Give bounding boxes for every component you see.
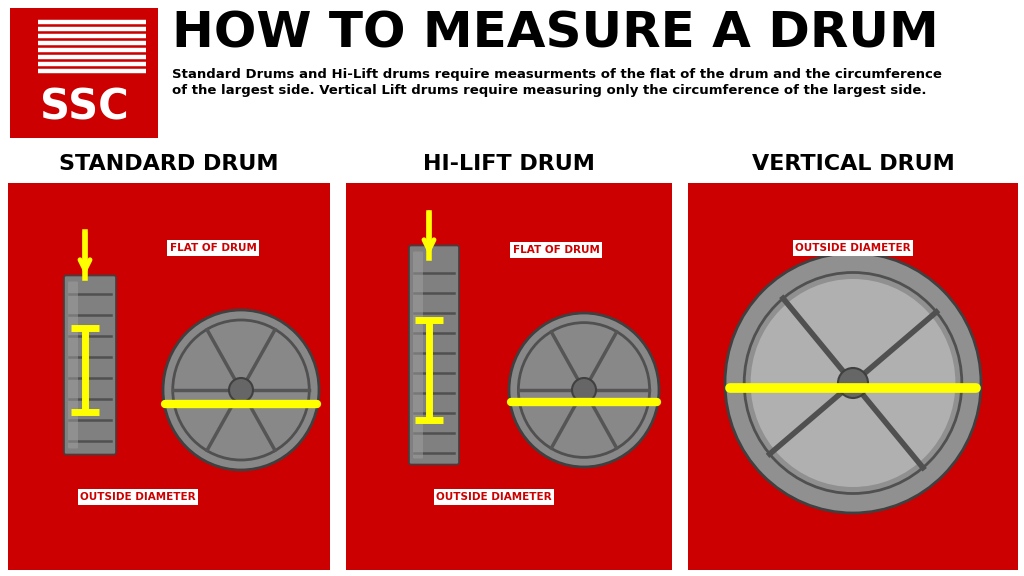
FancyBboxPatch shape <box>409 245 459 464</box>
Text: OUTSIDE DIAMETER: OUTSIDE DIAMETER <box>796 243 910 253</box>
Ellipse shape <box>838 368 868 398</box>
Ellipse shape <box>163 310 319 470</box>
Ellipse shape <box>751 279 955 487</box>
Ellipse shape <box>509 313 659 467</box>
Text: HI-LIFT DRUM: HI-LIFT DRUM <box>423 154 595 174</box>
FancyBboxPatch shape <box>346 183 672 570</box>
FancyBboxPatch shape <box>688 183 1018 570</box>
Text: OUTSIDE DIAMETER: OUTSIDE DIAMETER <box>436 492 552 502</box>
FancyBboxPatch shape <box>10 8 158 138</box>
Text: FLAT OF DRUM: FLAT OF DRUM <box>170 243 256 253</box>
Text: SSC: SSC <box>40 87 128 129</box>
Text: OUTSIDE DIAMETER: OUTSIDE DIAMETER <box>80 492 196 502</box>
Ellipse shape <box>725 253 981 513</box>
Text: VERTICAL DRUM: VERTICAL DRUM <box>752 154 954 174</box>
Ellipse shape <box>229 378 253 402</box>
FancyBboxPatch shape <box>68 282 78 449</box>
Text: FLAT OF DRUM: FLAT OF DRUM <box>513 245 599 255</box>
Text: HOW TO MEASURE A DRUM: HOW TO MEASURE A DRUM <box>172 10 939 58</box>
FancyBboxPatch shape <box>8 183 330 570</box>
Text: of the largest side. Vertical Lift drums require measuring only the circumferenc: of the largest side. Vertical Lift drums… <box>172 84 927 97</box>
Ellipse shape <box>572 378 596 402</box>
FancyBboxPatch shape <box>413 252 423 458</box>
FancyBboxPatch shape <box>63 275 116 454</box>
Text: Standard Drums and Hi-Lift drums require measurments of the flat of the drum and: Standard Drums and Hi-Lift drums require… <box>172 68 942 81</box>
Text: STANDARD DRUM: STANDARD DRUM <box>59 154 279 174</box>
